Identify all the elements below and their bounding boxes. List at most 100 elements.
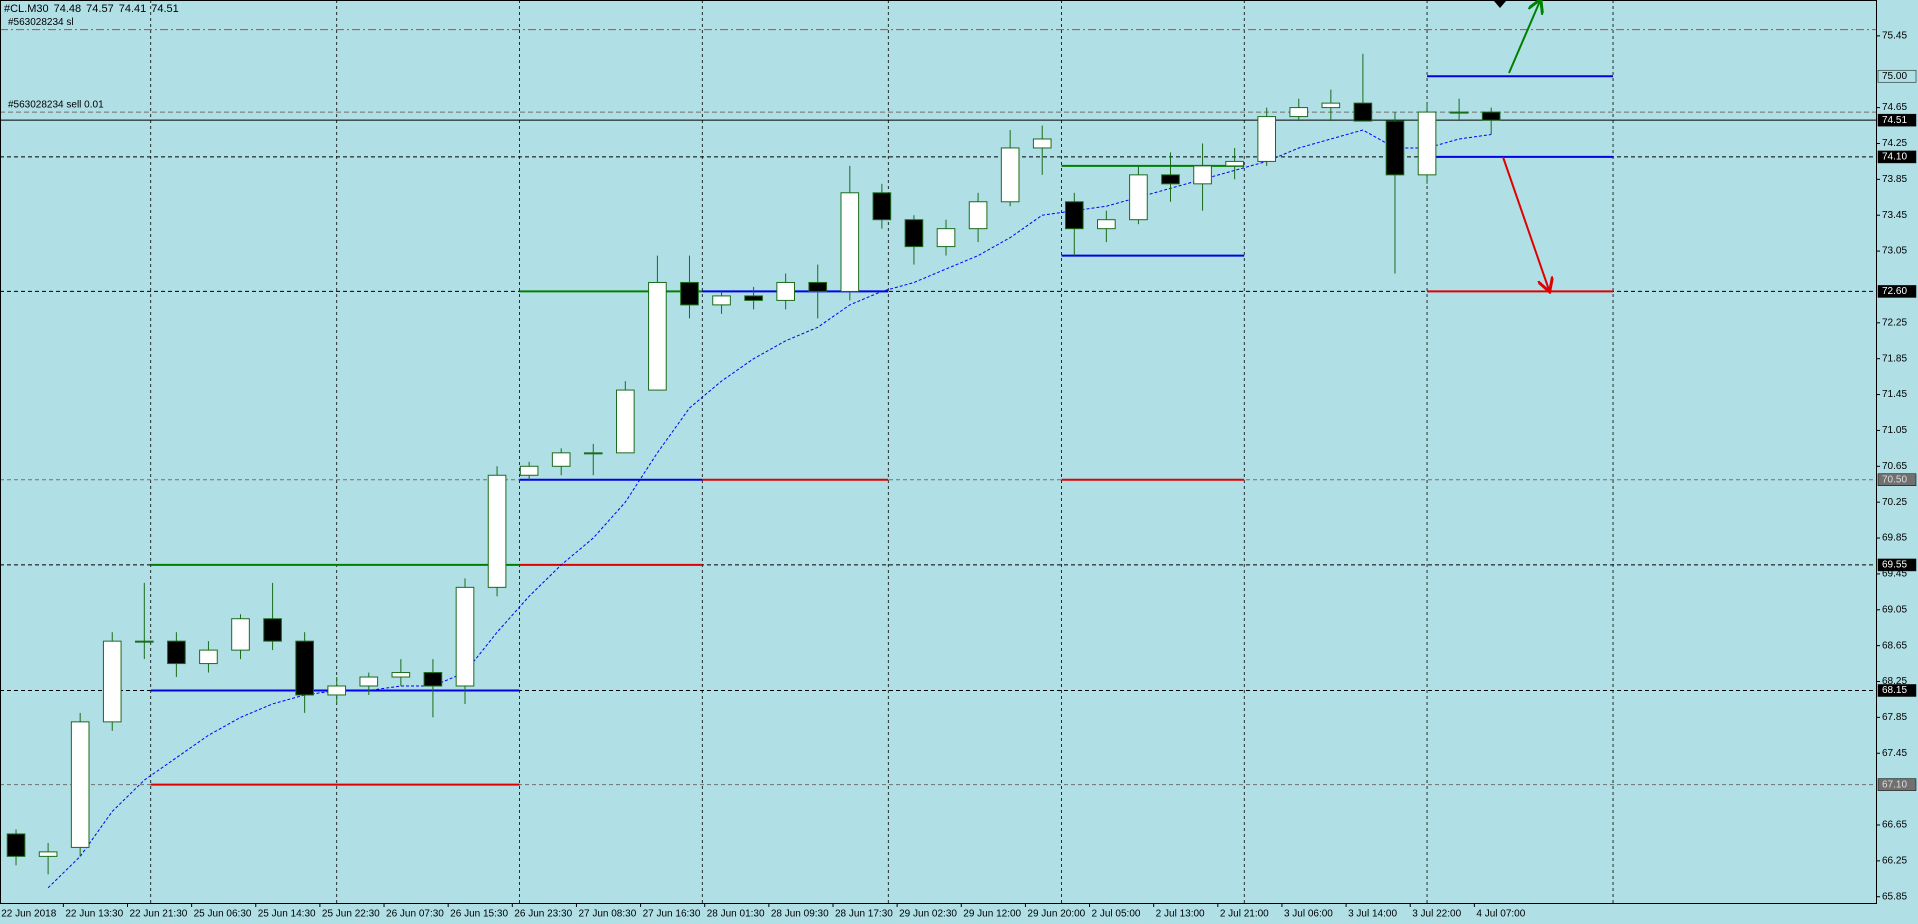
candle-body <box>1449 111 1469 114</box>
x-tick-label: 25 Jun 06:30 <box>194 909 252 920</box>
x-tick-label: 22 Jun 13:30 <box>65 909 123 920</box>
shift-marker <box>1494 1 1506 8</box>
candle-body <box>583 452 603 455</box>
x-tick-label: 26 Jun 15:30 <box>450 909 508 920</box>
candle-body <box>1225 160 1244 167</box>
candle-body <box>231 618 250 651</box>
candle-body <box>102 640 122 723</box>
candle-body <box>1321 102 1341 109</box>
x-tick-label: 29 Jun 02:30 <box>899 909 957 920</box>
candle-body <box>1193 165 1212 185</box>
candle-body <box>391 672 411 678</box>
candle-body <box>1097 219 1116 230</box>
y-tick-label: 75.45 <box>1882 31 1907 42</box>
price-label-box <box>1877 473 1917 486</box>
candle-body <box>904 219 924 248</box>
x-tick-label: 26 Jun 23:30 <box>514 909 572 920</box>
ohlc-close: 74.51 <box>151 3 179 15</box>
y-tick-label: 74.65 <box>1882 102 1907 113</box>
candle-body <box>6 833 26 857</box>
candle-body <box>936 228 956 248</box>
y-tick-label: 74.25 <box>1882 138 1907 149</box>
candle-body <box>263 618 282 642</box>
x-tick-label: 3 Jul 14:00 <box>1348 909 1397 920</box>
candle-body <box>744 295 763 301</box>
price-label: 74.10 <box>1882 152 1907 163</box>
up-arrow <box>1508 1 1540 74</box>
x-tick-label: 2 Jul 05:00 <box>1092 909 1141 920</box>
candle-body <box>199 649 218 665</box>
moving-average <box>47 129 1492 889</box>
x-tick-label: 27 Jun 16:30 <box>643 909 701 920</box>
price-label-box <box>1877 684 1917 697</box>
plot-frame <box>0 0 1877 904</box>
x-tick-label: 25 Jun 22:30 <box>322 909 380 920</box>
x-tick-label: 2 Jul 21:00 <box>1220 909 1269 920</box>
price-label: 68.15 <box>1882 685 1907 696</box>
candle-body <box>551 452 571 467</box>
candle-body <box>872 192 892 221</box>
candle-body <box>487 474 507 588</box>
price-label-box <box>1877 150 1917 164</box>
y-tick-label: 71.05 <box>1882 425 1907 436</box>
y-tick-label: 72.25 <box>1882 317 1907 328</box>
candle-body <box>968 201 988 230</box>
candle-body <box>1000 147 1020 203</box>
y-tick-label: 73.05 <box>1882 246 1907 257</box>
price-label: 67.10 <box>1882 779 1907 790</box>
x-tick-label: 29 Jun 12:00 <box>963 909 1021 920</box>
candle-body <box>1417 111 1437 176</box>
price-label: 70.50 <box>1882 474 1907 485</box>
y-tick-label: 65.85 <box>1882 891 1907 902</box>
price-label-box <box>1877 558 1917 572</box>
y-tick-label: 73.45 <box>1882 210 1907 221</box>
y-tick-label: 68.25 <box>1882 676 1907 687</box>
y-tick-label: 66.25 <box>1882 855 1907 866</box>
ohlc-low: 74.41 <box>118 3 147 15</box>
x-tick-label: 22 Jun 21:30 <box>129 909 187 920</box>
ohlc-open: 74.48 <box>53 3 82 15</box>
candle-body <box>519 465 539 476</box>
candle-body <box>1161 174 1180 185</box>
x-tick-label: 2 Jul 13:00 <box>1156 909 1205 920</box>
x-tick-label: 4 Jul 07:00 <box>1476 909 1525 920</box>
x-tick-label: 22 Jun 2018 <box>1 909 56 920</box>
candle-body <box>455 586 475 687</box>
y-tick-label: 71.45 <box>1882 389 1907 400</box>
candle-body <box>1064 201 1084 230</box>
price-label: 72.60 <box>1882 286 1907 297</box>
candle-body <box>70 721 90 848</box>
price-label-box <box>1877 69 1917 83</box>
x-tick-label: 25 Jun 14:30 <box>258 909 316 920</box>
y-tick-label: 68.65 <box>1882 640 1907 651</box>
x-tick-label: 28 Jun 01:30 <box>707 909 765 920</box>
price-label: 69.55 <box>1882 560 1907 571</box>
y-tick-label: 67.45 <box>1882 748 1907 759</box>
y-tick-label: 70.65 <box>1882 461 1907 472</box>
candle-body <box>1289 107 1309 118</box>
candle-body <box>1129 174 1148 221</box>
candle-body <box>295 640 314 696</box>
y-tick-label: 70.25 <box>1882 497 1907 508</box>
x-tick-label: 3 Jul 06:00 <box>1284 909 1333 920</box>
candle-body <box>712 295 731 306</box>
candle-body <box>359 676 379 687</box>
candle-body <box>38 851 58 857</box>
x-tick-label: 26 Jun 07:30 <box>386 909 444 920</box>
y-tick-label: 73.85 <box>1882 174 1907 185</box>
candle-body <box>134 640 154 643</box>
y-tick-label: 69.45 <box>1882 569 1907 580</box>
x-tick-label: 28 Jun 17:30 <box>835 909 893 920</box>
candle-body <box>616 389 635 454</box>
y-tick-label: 66.65 <box>1882 820 1907 831</box>
x-tick-label: 27 Jun 08:30 <box>578 909 636 920</box>
y-tick-label: 67.85 <box>1882 712 1907 723</box>
price-label-box <box>1877 778 1917 791</box>
x-tick-label: 29 Jun 20:00 <box>1027 909 1085 920</box>
y-tick-label: 69.05 <box>1882 604 1907 615</box>
symbol: #CL.M30 <box>4 3 49 15</box>
price-label: 74.51 <box>1882 115 1907 126</box>
candle-body <box>776 281 795 301</box>
